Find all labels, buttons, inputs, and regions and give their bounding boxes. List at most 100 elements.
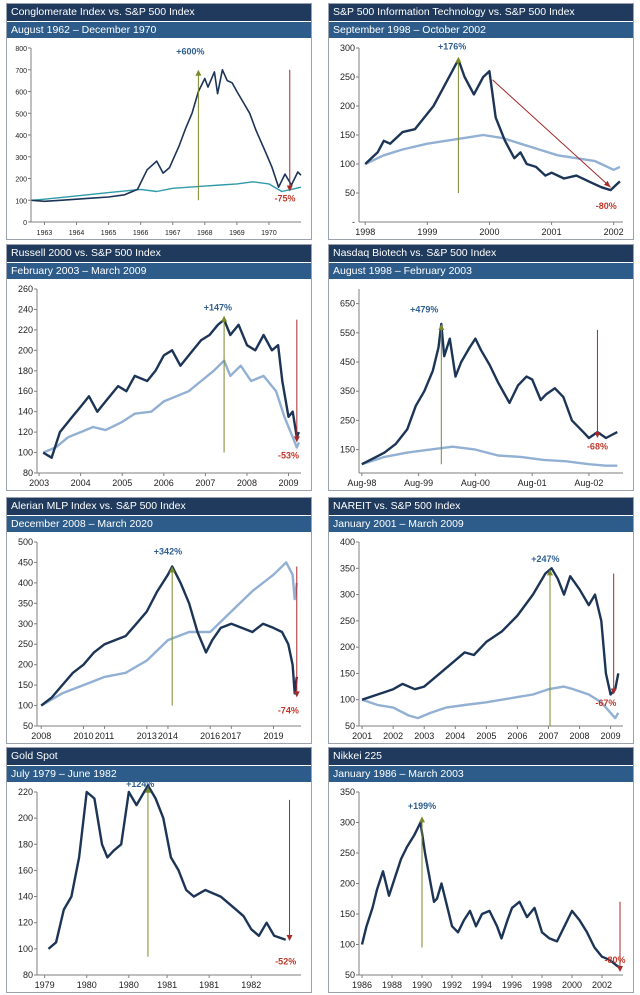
loss-arrow-head <box>293 436 300 443</box>
loss-label: -53% <box>278 451 299 461</box>
x-tick-label: 1963 <box>37 230 53 237</box>
x-tick-label: 2005 <box>476 731 496 741</box>
gain-arrow-head <box>221 315 228 322</box>
x-tick-label: 2019 <box>264 731 284 741</box>
x-tick-label: 2013 <box>137 731 157 741</box>
y-tick-label: 200 <box>18 813 33 823</box>
series-line <box>364 133 621 171</box>
y-tick-label: 150 <box>18 680 33 690</box>
y-tick-label: 250 <box>340 848 355 858</box>
y-tick-label: 300 <box>340 43 355 53</box>
y-tick-label: 200 <box>340 101 355 111</box>
y-tick-label: 160 <box>18 386 33 396</box>
y-tick-label: 300 <box>340 818 355 828</box>
series-line <box>361 567 620 701</box>
x-tick-label: 1969 <box>229 230 245 237</box>
x-tick-label: 2009 <box>279 478 299 488</box>
y-tick-label: 120 <box>18 427 33 437</box>
x-tick-label: Aug-98 <box>347 478 376 488</box>
x-tick-label: 1998 <box>355 227 375 237</box>
series-line <box>361 445 618 467</box>
y-tick-label: 300 <box>15 155 27 162</box>
x-tick-label: 1992 <box>442 980 462 990</box>
y-tick-label: 100 <box>15 198 27 205</box>
chart-title: Nasdaq Biotech vs. S&P 500 Index <box>329 245 633 262</box>
y-tick-label: 180 <box>18 839 33 849</box>
x-tick-label: 1998 <box>532 980 552 990</box>
y-tick-label: 0 <box>23 220 27 227</box>
x-tick-label: 2007 <box>538 731 558 741</box>
x-tick-label: 2008 <box>570 731 590 741</box>
gain-arrow-head <box>438 324 445 331</box>
y-tick-label: 150 <box>340 909 355 919</box>
x-tick-label: 2001 <box>352 731 372 741</box>
y-tick-label: 400 <box>340 537 355 547</box>
y-tick-label: 50 <box>345 721 355 731</box>
chart-subtitle: August 1998 – February 2003 <box>329 263 633 279</box>
y-tick-label: 100 <box>18 448 33 458</box>
chart-panel-info-tech: S&P 500 Information Technology vs. S&P 5… <box>328 3 634 240</box>
x-tick-label: 2007 <box>195 478 215 488</box>
x-tick-label: 1968 <box>197 230 213 237</box>
chart-title: Nikkei 225 <box>329 748 633 765</box>
loss-arrow-head <box>286 935 293 942</box>
loss-arrow-head <box>594 431 601 438</box>
y-tick-label: 600 <box>15 90 27 97</box>
chart-panel-nareit: NAREIT vs. S&P 500 Index January 2001 – … <box>328 497 634 744</box>
x-tick-label: 2009 <box>601 731 621 741</box>
x-tick-label: 2000 <box>562 980 582 990</box>
x-tick-label: 2010 <box>73 731 93 741</box>
y-tick-label: 180 <box>18 366 33 376</box>
gain-label: +247% <box>531 554 559 564</box>
loss-arrow-head <box>610 688 617 695</box>
y-tick-label: 100 <box>340 695 355 705</box>
chart-subtitle: August 1962 – December 1970 <box>7 22 311 38</box>
x-tick-label: 1996 <box>502 980 522 990</box>
y-tick-label: 350 <box>340 563 355 573</box>
x-tick-label: Aug-01 <box>518 478 547 488</box>
y-tick-label: 350 <box>18 598 33 608</box>
y-tick-label: 50 <box>345 970 355 980</box>
x-tick-label: 2002 <box>383 731 403 741</box>
y-tick-label: 400 <box>15 133 27 140</box>
x-tick-label: 1988 <box>382 980 402 990</box>
y-tick-label: 80 <box>23 970 33 980</box>
y-tick-label: - <box>352 217 355 227</box>
x-tick-label: 1970 <box>261 230 277 237</box>
chart-plot: 150 250 350 450 550 650 Aug-98 Aug-99 Aug-00 Aug-… <box>340 289 623 488</box>
y-tick-label: 250 <box>18 639 33 649</box>
chart-title: Alerian MLP Index vs. S&P 500 Index <box>7 498 311 515</box>
x-tick-label: 1999 <box>417 227 437 237</box>
y-tick-label: 100 <box>340 940 355 950</box>
x-tick-label: 1981 <box>157 980 177 990</box>
chart-panel-gold: Gold Spot July 1979 – June 1982 80 100 120… <box>6 747 312 993</box>
chart-subtitle: January 1986 – March 2003 <box>329 766 633 782</box>
y-tick-label: 650 <box>340 299 355 309</box>
y-tick-label: 150 <box>340 668 355 678</box>
loss-label: -74% <box>278 706 299 716</box>
series-line <box>31 181 302 201</box>
series-line <box>361 685 620 720</box>
gain-arrow-head <box>455 56 462 63</box>
y-tick-label: 450 <box>340 357 355 367</box>
y-tick-label: 350 <box>340 787 355 797</box>
chart-title: Conglomerate Index vs. S&P 500 Index <box>7 4 311 21</box>
x-tick-label: 2002 <box>592 980 612 990</box>
y-tick-label: 80 <box>23 468 33 478</box>
series-line <box>42 318 301 459</box>
y-tick-label: 500 <box>15 111 27 118</box>
y-tick-label: 50 <box>23 721 33 731</box>
x-tick-label: 1982 <box>241 980 261 990</box>
x-tick-label: 2001 <box>542 227 562 237</box>
y-tick-label: 220 <box>18 787 33 797</box>
y-tick-label: 160 <box>18 865 33 875</box>
chart-subtitle: December 2008 – March 2020 <box>7 516 311 532</box>
x-tick-label: 2006 <box>154 478 174 488</box>
chart-panel-nikkei: Nikkei 225 January 1986 – March 2003 50 1… <box>328 747 634 993</box>
y-tick-label: 550 <box>340 328 355 338</box>
gain-label: +199% <box>408 801 436 811</box>
y-tick-label: 300 <box>18 619 33 629</box>
x-tick-label: 2002 <box>604 227 624 237</box>
x-tick-label: 2011 <box>95 731 114 741</box>
y-tick-label: 240 <box>18 304 33 314</box>
